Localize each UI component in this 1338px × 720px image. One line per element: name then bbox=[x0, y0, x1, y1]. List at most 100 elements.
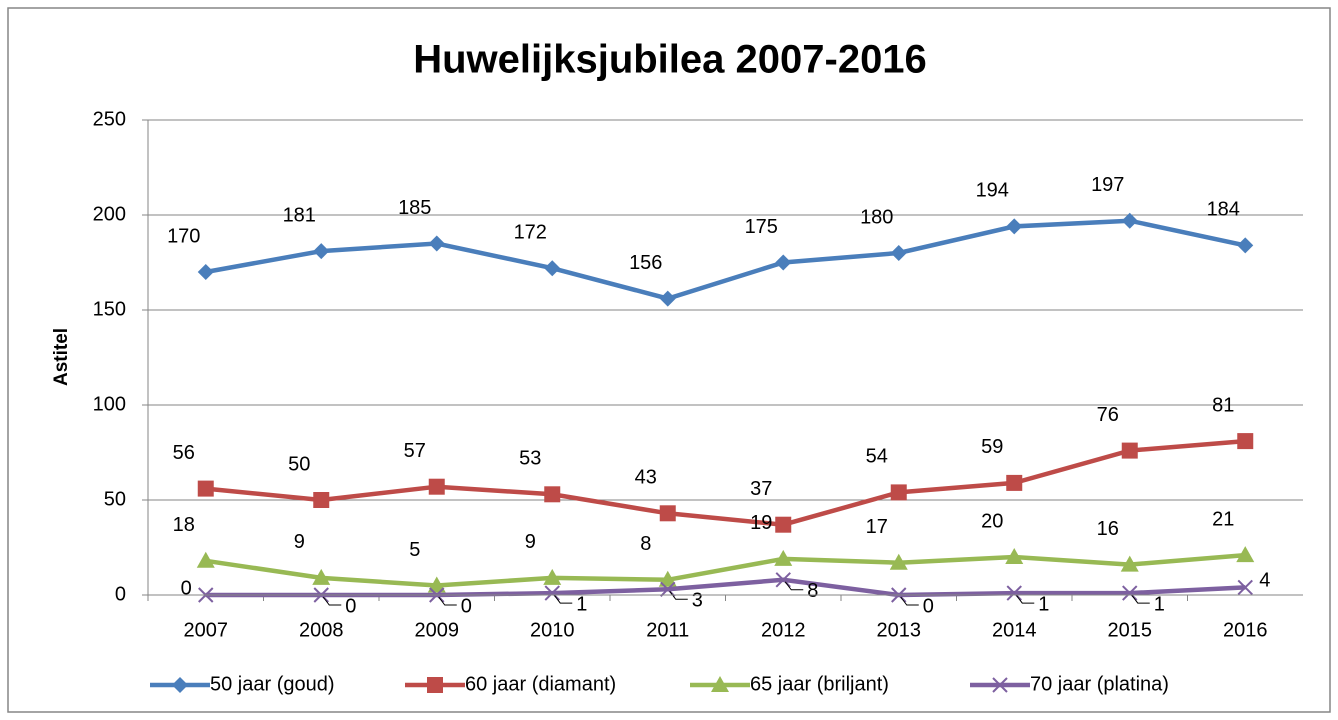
leader-line bbox=[553, 594, 573, 604]
data-label: 57 bbox=[404, 440, 426, 462]
legend-label: 65 jaar (briljant) bbox=[750, 673, 889, 695]
marker bbox=[1121, 212, 1138, 229]
marker bbox=[427, 576, 446, 593]
leader-line bbox=[669, 591, 688, 600]
data-label: 19 bbox=[750, 512, 772, 534]
x-tick-label: 2016 bbox=[1223, 619, 1268, 641]
y-tick-label: 0 bbox=[115, 583, 126, 605]
data-label: 184 bbox=[1207, 199, 1240, 221]
y-tick-label: 100 bbox=[93, 393, 126, 415]
data-label: 59 bbox=[981, 436, 1003, 458]
marker bbox=[890, 484, 907, 501]
marker bbox=[1237, 237, 1254, 254]
marker bbox=[1006, 474, 1023, 491]
x-tick-label: 2012 bbox=[761, 619, 806, 641]
marker bbox=[660, 581, 676, 598]
marker bbox=[313, 243, 330, 260]
data-label: 21 bbox=[1212, 508, 1234, 530]
leader-line bbox=[1131, 594, 1150, 604]
legend-label: 50 jaar (goud) bbox=[210, 673, 335, 695]
leader-line bbox=[1015, 594, 1035, 604]
data-label: 56 bbox=[173, 442, 195, 464]
data-label: 181 bbox=[283, 204, 316, 226]
marker bbox=[1236, 546, 1255, 563]
chart-frame bbox=[7, 7, 1331, 713]
marker bbox=[775, 572, 791, 588]
series bbox=[197, 212, 1254, 307]
series-line bbox=[205, 218, 1246, 301]
x-tick-label: 2013 bbox=[877, 619, 922, 641]
leader-line bbox=[322, 596, 342, 606]
data-label: 185 bbox=[398, 197, 431, 219]
data-label: 20 bbox=[981, 510, 1003, 532]
x-tick-label: 2010 bbox=[530, 619, 575, 641]
x-tick-label: 2014 bbox=[992, 619, 1037, 641]
marker bbox=[172, 677, 188, 693]
data-label: 1 bbox=[576, 593, 587, 615]
marker bbox=[1122, 585, 1138, 601]
leader-line bbox=[438, 596, 457, 606]
data-label: 0 bbox=[181, 577, 192, 599]
marker bbox=[312, 568, 331, 585]
data-label: 4 bbox=[1259, 570, 1270, 592]
marker bbox=[889, 553, 908, 570]
marker bbox=[711, 676, 729, 692]
x-tick-label: 2015 bbox=[1108, 619, 1153, 641]
y-tick-label: 50 bbox=[104, 488, 126, 510]
marker bbox=[1005, 548, 1024, 564]
marker bbox=[544, 260, 561, 277]
y-tick-label: 250 bbox=[93, 108, 126, 130]
data-label: 0 bbox=[923, 595, 934, 617]
marker bbox=[544, 585, 560, 601]
data-label: 76 bbox=[1097, 404, 1119, 426]
data-label: 17 bbox=[866, 516, 888, 538]
leader-line bbox=[900, 596, 919, 606]
data-label: 0 bbox=[345, 595, 356, 617]
x-tick-label: 2008 bbox=[299, 619, 344, 641]
marker bbox=[1120, 555, 1139, 572]
marker bbox=[659, 505, 676, 522]
legend-label: 70 jaar (platina) bbox=[1030, 673, 1169, 695]
marker bbox=[1237, 579, 1253, 596]
data-label: 3 bbox=[692, 590, 703, 612]
series bbox=[197, 433, 1254, 533]
leader-line bbox=[784, 581, 804, 591]
chart-title: Huwelijksjubilea 2007-2016 bbox=[413, 38, 927, 82]
marker bbox=[890, 245, 907, 261]
marker bbox=[197, 264, 214, 280]
data-label: 53 bbox=[519, 448, 541, 470]
data-label: 5 bbox=[409, 539, 420, 561]
marker bbox=[313, 492, 330, 508]
y-tick-label: 150 bbox=[93, 298, 126, 320]
marker bbox=[428, 235, 445, 252]
marker bbox=[1006, 585, 1022, 601]
data-label: 175 bbox=[745, 216, 778, 238]
data-label: 9 bbox=[525, 531, 536, 553]
marker bbox=[659, 290, 676, 307]
marker bbox=[197, 480, 214, 497]
data-label: 43 bbox=[635, 467, 657, 489]
marker bbox=[1006, 218, 1023, 235]
marker bbox=[196, 551, 215, 568]
x-tick-label: 2007 bbox=[184, 619, 229, 641]
data-label: 170 bbox=[167, 225, 200, 247]
y-axis-label: Astitel bbox=[51, 328, 72, 386]
data-label: 18 bbox=[173, 514, 195, 536]
series-line bbox=[205, 552, 1246, 588]
marker bbox=[1121, 442, 1138, 459]
data-label: 1 bbox=[1154, 593, 1165, 615]
data-label: 197 bbox=[1091, 174, 1124, 196]
y-tick-label: 200 bbox=[93, 203, 126, 225]
marker bbox=[427, 677, 443, 693]
marker bbox=[992, 677, 1008, 693]
marker bbox=[1237, 433, 1254, 450]
marker bbox=[775, 516, 792, 533]
data-label: 172 bbox=[514, 221, 547, 243]
data-label: 54 bbox=[866, 446, 888, 468]
data-label: 180 bbox=[860, 206, 893, 228]
marker bbox=[543, 568, 562, 585]
data-label: 9 bbox=[294, 531, 305, 553]
data-label: 156 bbox=[629, 252, 662, 274]
x-tick-label: 2011 bbox=[646, 619, 689, 641]
